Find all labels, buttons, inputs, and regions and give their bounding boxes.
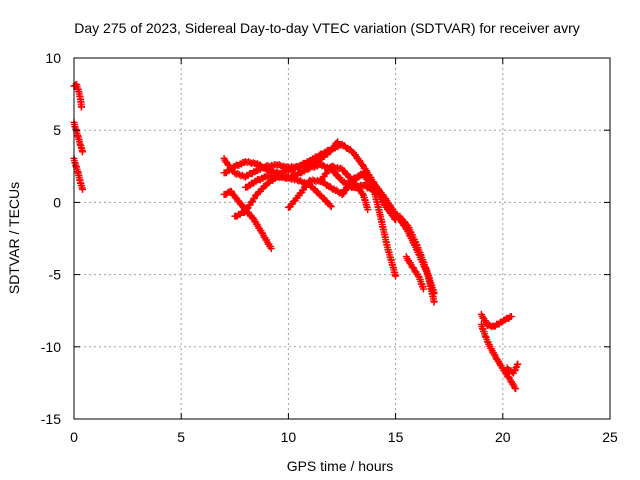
- data-point: [267, 245, 275, 253]
- y-tick-label: 0: [53, 194, 61, 210]
- data-point: [249, 159, 257, 167]
- data-point: [359, 190, 367, 198]
- data-point: [79, 185, 87, 193]
- y-tick-label: -10: [41, 339, 61, 355]
- data-point: [310, 163, 318, 171]
- data-point: [79, 148, 87, 156]
- plot-frame: [73, 57, 611, 420]
- series-t6: [220, 187, 275, 253]
- x-tick-label: 15: [388, 429, 404, 445]
- x-tick-label: 5: [177, 429, 185, 445]
- x-tick-label: 0: [70, 429, 78, 445]
- data-point: [514, 360, 522, 368]
- data-point: [306, 164, 314, 172]
- series-t13: [402, 253, 427, 293]
- y-tick-label: -5: [49, 267, 62, 283]
- series-t11: [338, 169, 400, 280]
- series-t9: [284, 169, 400, 224]
- data-point: [512, 385, 520, 393]
- series-t15: [477, 320, 520, 393]
- data-point: [507, 312, 515, 320]
- data-point: [392, 272, 400, 280]
- series-t16: [503, 360, 522, 377]
- data-point: [419, 285, 427, 293]
- y-tick-label: -15: [41, 411, 61, 427]
- x-tick-label: 25: [602, 429, 618, 445]
- chart-title: Day 275 of 2023, Sidereal Day-to-day VTE…: [74, 20, 580, 36]
- y-tick-label: 10: [45, 50, 61, 66]
- data-point: [430, 289, 438, 297]
- y-axis-label: SDTVAR / TECUs: [6, 182, 22, 294]
- tick-layer: 0 5 10 15 20 25 10 5 0 -5 -10 -15: [41, 50, 618, 445]
- data-point: [392, 216, 400, 224]
- data-point: [359, 161, 367, 169]
- x-axis-label: GPS time / hours: [287, 458, 394, 474]
- x-tick-label: 20: [495, 429, 511, 445]
- series-t4: [220, 138, 342, 177]
- x-tick-label: 10: [281, 429, 297, 445]
- y-tick-label: 5: [53, 122, 61, 138]
- data-point: [364, 206, 372, 214]
- series-t1: [70, 80, 86, 111]
- series-t10: [317, 162, 372, 214]
- data-point: [78, 103, 86, 111]
- data-point: [326, 202, 334, 210]
- series-t3: [70, 154, 87, 193]
- data-point: [266, 163, 274, 171]
- series-t2: [70, 118, 87, 156]
- series-t14: [477, 310, 515, 331]
- grid-layer: [74, 58, 610, 419]
- series-t12: [396, 212, 438, 297]
- data-point: [430, 298, 438, 306]
- data-layer: [70, 80, 522, 393]
- data-point: [327, 203, 335, 211]
